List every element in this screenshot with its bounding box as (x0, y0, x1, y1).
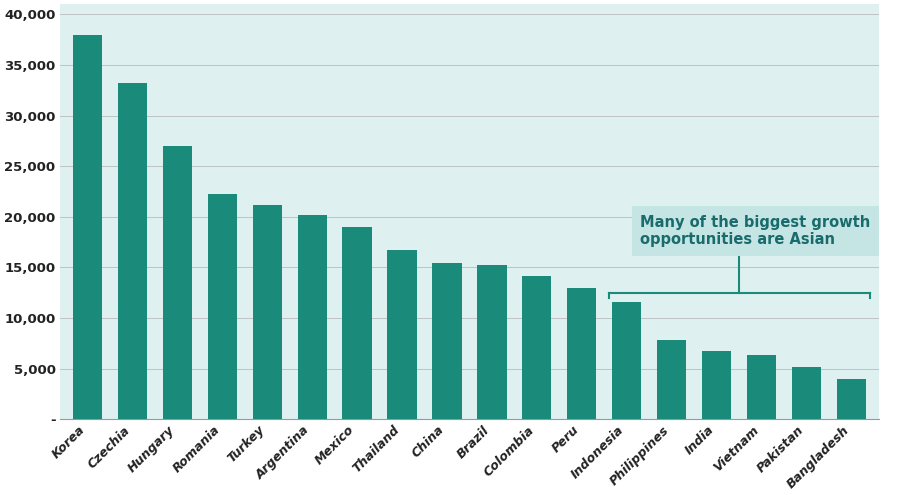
Bar (837, 379, 866, 419)
Bar (568, 288, 597, 419)
Bar (612, 302, 641, 419)
Bar (163, 146, 192, 419)
Bar (252, 204, 281, 419)
Bar (298, 215, 327, 419)
Bar (73, 35, 102, 419)
Bar (747, 354, 776, 419)
Bar (118, 83, 147, 419)
Bar (702, 351, 731, 419)
Bar (388, 250, 417, 419)
Bar (342, 227, 371, 419)
Text: Many of the biggest growth
opportunities are Asian: Many of the biggest growth opportunities… (640, 215, 871, 247)
Bar (208, 194, 237, 419)
Bar (432, 263, 461, 419)
Bar (657, 341, 686, 419)
Bar (792, 367, 821, 419)
Bar (522, 276, 551, 419)
Bar (478, 265, 507, 419)
